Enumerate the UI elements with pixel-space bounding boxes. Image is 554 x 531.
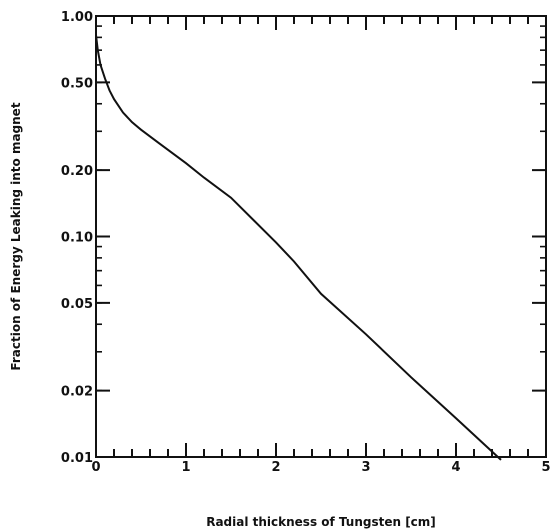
plot-frame [95, 15, 547, 458]
y-tick-label: 0.20 [61, 164, 93, 179]
y-tick-labels: 1.00 0.50 0.20 0.10 0.05 0.02 0.01 [61, 10, 93, 466]
y-axis-label: Fraction of Energy Leaking into magnet [9, 102, 23, 370]
x-tick-label: 5 [541, 460, 550, 475]
y-tick-label: 0.10 [61, 231, 93, 246]
series-line [95, 34, 502, 461]
x-tick-label: 1 [181, 460, 190, 475]
y-tick-label: 0.05 [61, 297, 93, 312]
minor-ticks [96, 16, 546, 457]
major-ticks [95, 15, 547, 458]
y-tick-label: 0.02 [61, 385, 93, 400]
x-tick-label: 3 [361, 460, 370, 475]
y-tick-label: 0.50 [61, 76, 93, 91]
y-tick-label: 1.00 [61, 10, 93, 25]
x-tick-labels: 0 1 2 3 4 5 [91, 460, 550, 475]
x-tick-label: 2 [271, 460, 280, 475]
x-tick-label: 4 [451, 460, 460, 475]
x-tick-label: 0 [91, 460, 100, 475]
y-tick-label: 0.01 [61, 451, 93, 466]
x-axis-label: Radial thickness of Tungsten [cm] [206, 515, 436, 529]
